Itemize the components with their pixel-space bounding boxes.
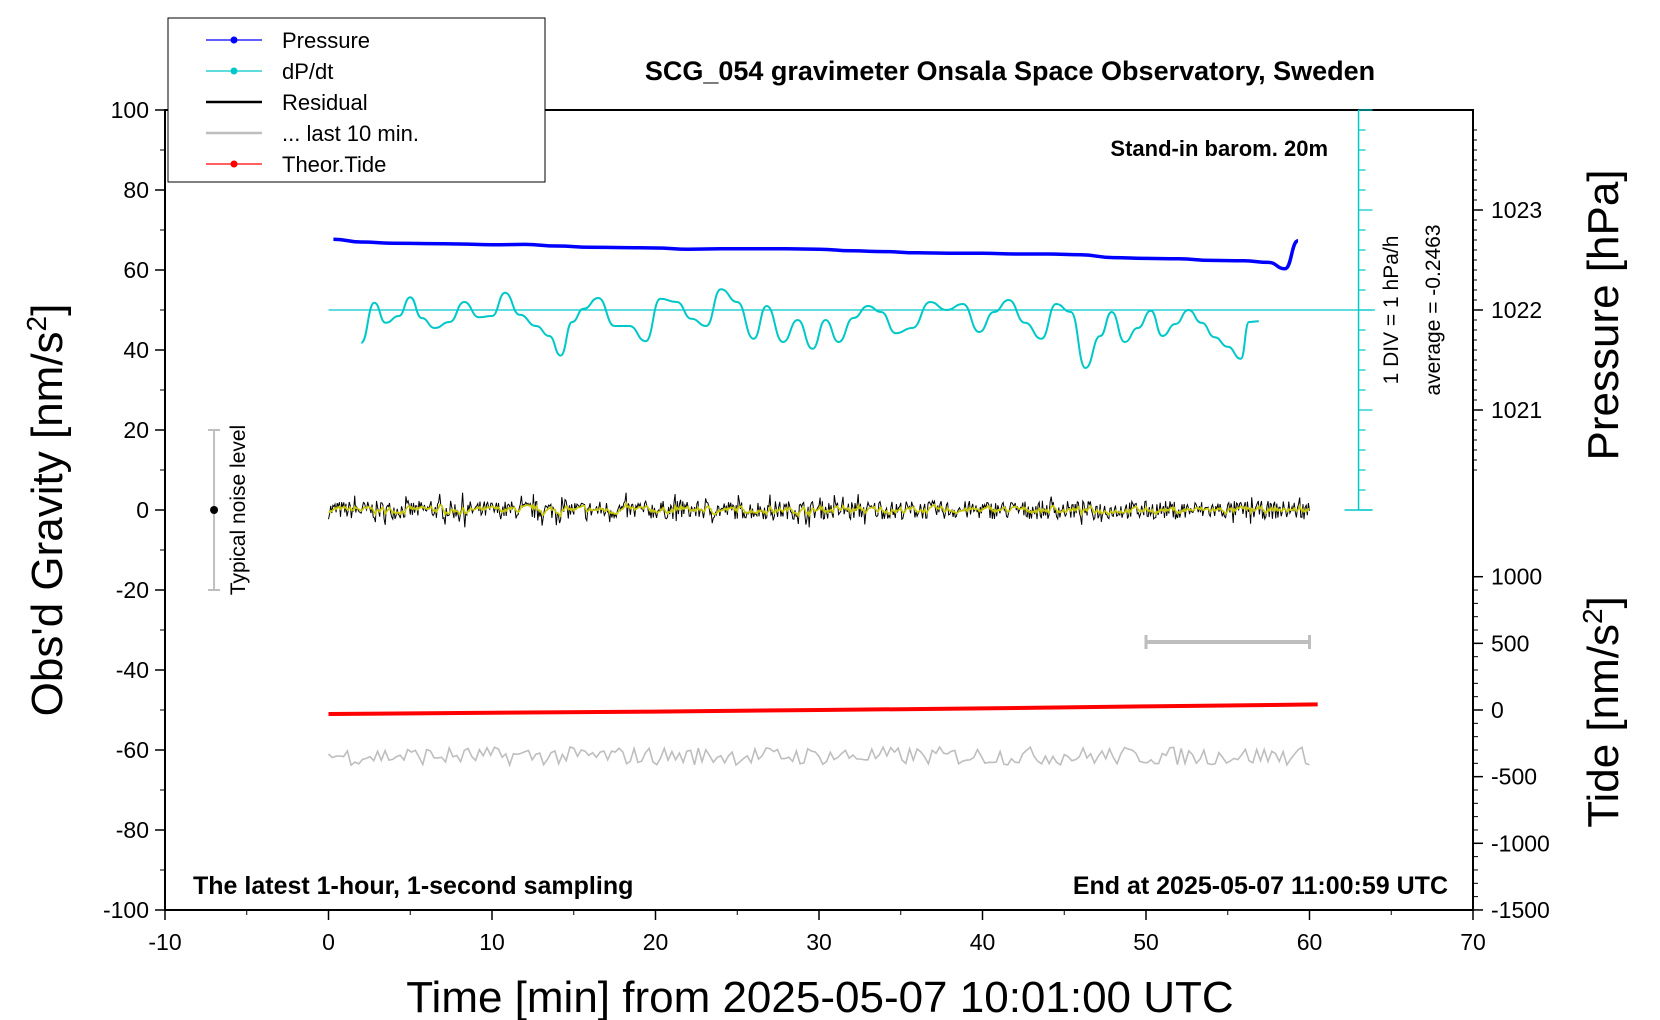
y-axis-label-pressure: Pressure [hPa] [1579,169,1628,460]
x-tick-label: 40 [970,929,996,955]
x-tick-label: 30 [806,929,832,955]
x-axis-label: Time [min] from 2025-05-07 10:01:00 UTC [406,973,1233,1020]
end-time-note: End at 2025-05-07 11:00:59 UTC [1073,872,1448,900]
y-tick-label: 0 [136,497,149,523]
noise-trace-line [327,745,1310,768]
y-axis-label-left: Obs'd Gravity [nm/s2] [21,304,72,717]
tide-tick-label: -500 [1491,764,1537,790]
y-tick-label: -80 [116,817,149,843]
legend-box [167,17,546,183]
legend-marker [230,67,238,75]
legend-label: Residual [282,90,368,115]
y-tick-label: 20 [123,417,149,443]
pressure-tick-label: 1022 [1491,297,1542,323]
average-note: average = -0.2463 [1422,224,1445,395]
tide-line [328,702,1318,716]
pressure-tick-label: 1021 [1491,397,1542,423]
chart-title: SCG_054 gravimeter Onsala Space Observat… [645,56,1375,86]
tide-tick-label: 1000 [1491,564,1542,590]
legend-marker [230,36,238,44]
x-tick-label: 50 [1133,929,1159,955]
barometer-note: Stand-in barom. 20m [1110,136,1328,161]
x-tick-label: 0 [322,929,335,955]
div-note: 1 DIV = 1 hPa/h [1380,236,1403,385]
x-tick-label: 60 [1297,929,1323,955]
y-tick-label: 100 [111,97,149,123]
pressure-tick-label: 1023 [1491,197,1542,223]
residual-filtered-line [328,500,1310,519]
tide-tick-label: -1000 [1491,830,1550,856]
noise-bar-center [210,506,219,514]
series-layer [208,109,1375,768]
legend: Pressure dP/dt Residual ... last 10 min. The… [167,17,546,183]
tide-tick-label: 0 [1491,697,1504,723]
axis-ticks: -10 0 10 20 30 40 50 60 70-100-80-60-40-20020406… [103,97,1550,955]
residual-line [328,492,1310,528]
tide-tick-label: 500 [1491,630,1529,656]
tide-tick-label: -1500 [1491,897,1550,923]
x-tick-label: -10 [148,929,181,955]
legend-label: ... last 10 min. [282,121,419,146]
legend-label: Pressure [282,28,370,53]
y-tick-label: 80 [123,177,149,203]
y-tick-label: 40 [123,337,149,363]
sampling-note: The latest 1-hour, 1-second sampling [193,872,633,900]
legend-label: Theor.Tide [282,152,386,177]
x-tick-label: 10 [479,929,505,955]
y-tick-label: -40 [116,657,149,683]
legend-marker [230,160,238,168]
dpdt-line [360,288,1259,370]
pressure-line [333,237,1299,271]
y-tick-label: 60 [123,257,149,283]
y-tick-label: -100 [103,897,149,923]
noise-level-note: Typical noise level [227,425,250,595]
x-tick-label: 70 [1460,929,1486,955]
y-tick-label: -60 [116,737,149,763]
y-axis-label-tide: Tide [nm/s2] [1577,596,1628,828]
y-tick-label: -20 [116,577,149,603]
legend-label: dP/dt [282,59,333,84]
x-tick-label: 20 [643,929,669,955]
